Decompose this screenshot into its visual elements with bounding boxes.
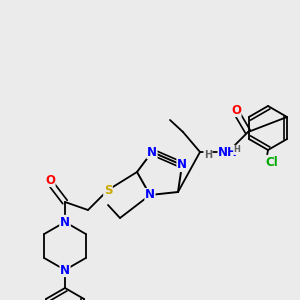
Text: N: N (60, 215, 70, 229)
Text: Cl: Cl (266, 155, 278, 169)
Text: N: N (177, 158, 187, 172)
Text: N: N (60, 263, 70, 277)
Text: O: O (45, 173, 55, 187)
Text: N: N (147, 146, 157, 158)
Text: H: H (234, 146, 240, 154)
Text: O: O (231, 103, 241, 116)
Text: N: N (60, 215, 70, 229)
Text: N: N (145, 188, 155, 202)
Text: H: H (204, 150, 212, 160)
Text: NH: NH (218, 146, 238, 158)
Text: S: S (104, 184, 112, 196)
